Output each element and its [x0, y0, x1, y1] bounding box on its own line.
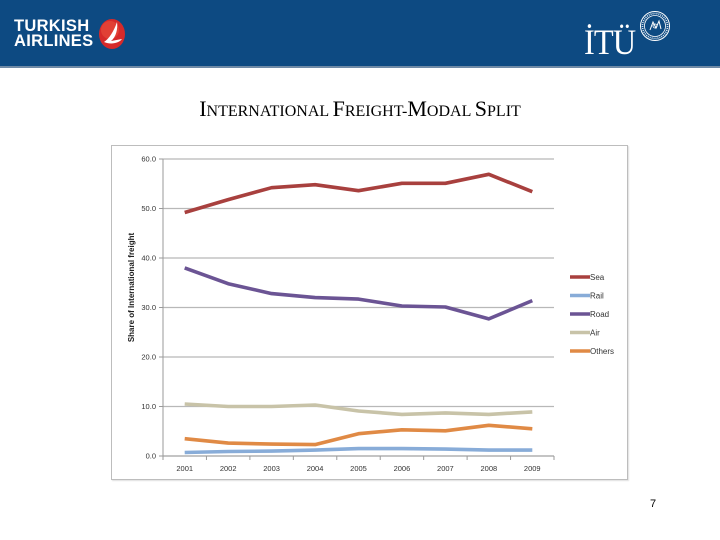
x-tick-label: 2003: [263, 464, 280, 473]
series-line-rail: [184, 446, 533, 455]
x-tick-label: 2002: [220, 464, 237, 473]
x-tick-label: 2006: [394, 464, 411, 473]
series-lines: [184, 172, 533, 455]
axes: 0.0 10.0 20.0 30.0 40.0 50.0 60.0 2001 2002 2003 2…: [141, 155, 555, 473]
itu-seal-icon: [639, 11, 670, 41]
chart-frame: 0.0 10.0 20.0 30.0 40.0 50.0 60.0 2001 2002 2003 2…: [111, 145, 628, 480]
x-tick-label: 2005: [350, 464, 367, 473]
legend: Sea Rail Road Air Others: [570, 273, 614, 356]
title-capital-2: M: [407, 96, 427, 121]
turkish-airlines-logo: TURKISH AIRLINES: [14, 14, 127, 54]
legend-label: Air: [590, 329, 600, 338]
title-capital-1: F: [332, 96, 345, 121]
legend-item-air: Air: [570, 329, 600, 338]
legend-label: Sea: [590, 273, 605, 282]
y-tick-label: 60.0: [141, 155, 156, 164]
itu-wordmark: İTÜ: [584, 22, 636, 62]
legend-item-rail: Rail: [570, 292, 604, 301]
legend-label: Rail: [590, 292, 604, 301]
x-tick-label: 2008: [480, 464, 497, 473]
y-tick-label: 30.0: [141, 303, 156, 312]
x-tick-label: 2007: [437, 464, 454, 473]
legend-label: Road: [590, 310, 609, 319]
title-capital-3: S: [474, 96, 488, 121]
x-tick-label: 2004: [307, 464, 324, 473]
y-tick-label: 20.0: [141, 353, 156, 362]
crane-emblem-icon: [99, 19, 126, 49]
x-tick-label: 2001: [176, 464, 193, 473]
logo-line-2: AIRLINES: [14, 32, 94, 50]
slide-title: INTERNATIONAL FREIGHT-MODAL SPLIT: [0, 96, 720, 122]
series-line-sea: [184, 172, 533, 215]
y-tick-label: 10.0: [141, 402, 156, 411]
turkish-airlines-wordmark: TURKISH AIRLINES: [14, 17, 94, 50]
title-capital-0: I: [199, 96, 207, 121]
legend-item-road: Road: [570, 310, 609, 319]
legend-item-others: Others: [570, 347, 614, 356]
y-tick-label: 50.0: [141, 204, 156, 213]
page-number: 7: [650, 498, 657, 510]
title-smallcaps-2: ODAL: [426, 103, 475, 120]
y-axis-title: Share of International freight: [127, 232, 136, 342]
title-smallcaps-1: REIGHT-: [344, 103, 408, 120]
logo-line-1: TURKISH: [14, 17, 90, 35]
x-tick-label: 2009: [524, 464, 541, 473]
itu-logo: İTÜ: [584, 8, 671, 60]
header-bar: TURKISH AIRLINES İTÜ: [0, 0, 720, 68]
title-smallcaps-3: PLIT: [487, 103, 521, 120]
legend-label: Others: [590, 347, 614, 356]
y-tick-label: 40.0: [141, 254, 156, 263]
legend-item-sea: Sea: [570, 273, 605, 282]
y-tick-label: 0.0: [146, 452, 156, 461]
line-chart: 0.0 10.0 20.0 30.0 40.0 50.0 60.0 2001 2002 2003 2…: [127, 155, 614, 474]
title-smallcaps-0: NTERNATIONAL: [206, 103, 333, 120]
series-line-air: [184, 402, 533, 417]
series-line-road: [184, 266, 533, 321]
series-line-others: [184, 423, 533, 447]
